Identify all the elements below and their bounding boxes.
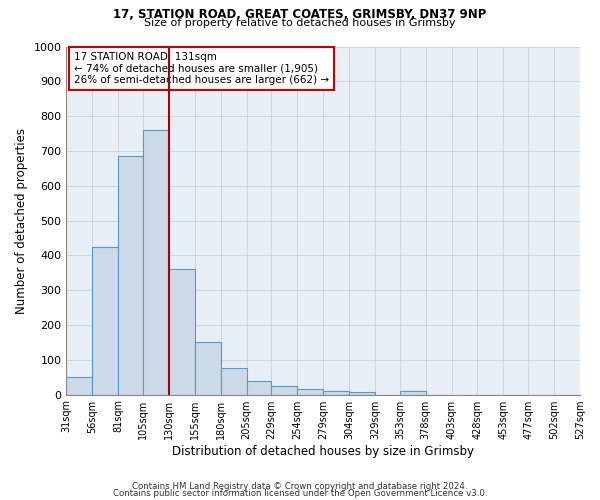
Text: Size of property relative to detached houses in Grimsby: Size of property relative to detached ho… <box>144 18 456 28</box>
Bar <box>298 390 323 394</box>
Text: 17, STATION ROAD, GREAT COATES, GRIMSBY, DN37 9NP: 17, STATION ROAD, GREAT COATES, GRIMSBY,… <box>113 8 487 20</box>
Bar <box>118 156 143 394</box>
Bar <box>247 380 271 394</box>
Text: Contains HM Land Registry data © Crown copyright and database right 2024.: Contains HM Land Registry data © Crown c… <box>132 482 468 491</box>
Bar <box>67 377 92 394</box>
Y-axis label: Number of detached properties: Number of detached properties <box>15 128 28 314</box>
Bar <box>221 368 247 394</box>
Bar <box>169 270 195 394</box>
Bar <box>195 342 221 394</box>
Bar <box>323 391 349 394</box>
Bar <box>349 392 375 394</box>
Text: 17 STATION ROAD: 131sqm
← 74% of detached houses are smaller (1,905)
26% of semi: 17 STATION ROAD: 131sqm ← 74% of detache… <box>74 52 329 85</box>
Bar <box>271 386 298 394</box>
Bar <box>400 391 426 394</box>
X-axis label: Distribution of detached houses by size in Grimsby: Distribution of detached houses by size … <box>172 444 474 458</box>
Bar <box>143 130 169 394</box>
Bar <box>92 246 118 394</box>
Text: Contains public sector information licensed under the Open Government Licence v3: Contains public sector information licen… <box>113 490 487 498</box>
